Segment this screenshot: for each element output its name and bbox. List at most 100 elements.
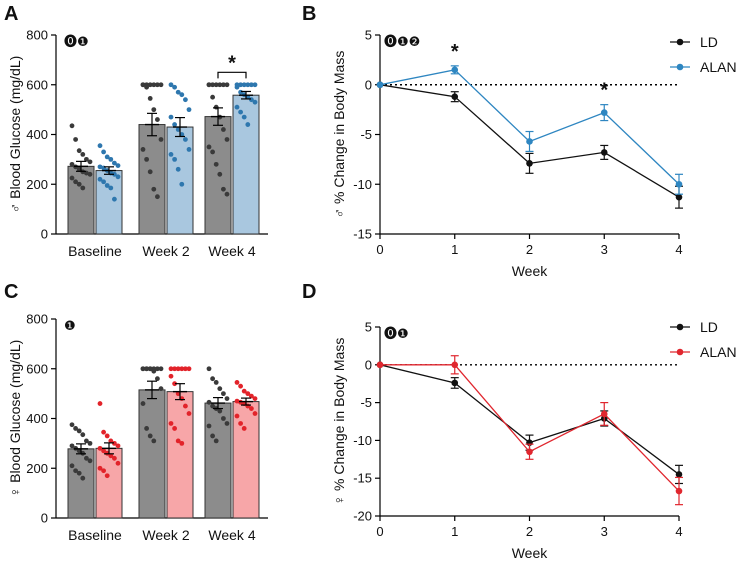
data-point [241,388,247,394]
data-point [210,433,216,439]
data-point [172,381,178,387]
data-point [245,82,251,88]
bar-ld [204,402,232,519]
y-tick-label: -20 [353,509,372,524]
data-point [183,366,188,372]
legend-label: LD [700,319,718,335]
bar-alan [166,126,194,235]
data-point [87,171,93,177]
data-point [186,147,192,152]
data-point [210,403,216,409]
x-axis-label: Week [512,545,549,561]
data-point [175,366,181,372]
panel-letter: C [4,281,18,303]
data-point [210,82,216,88]
data-point-alan [526,448,533,456]
data-point [76,470,82,476]
x-tick-label: 4 [675,242,682,257]
legend-label: LD [700,34,718,50]
data-point [238,82,244,88]
data-point [112,160,117,166]
data-point [206,82,212,88]
data-point [151,368,157,374]
data-point [168,82,174,88]
data-point [221,127,226,132]
data-point [69,123,75,129]
significance-bracket [217,71,247,79]
y-tick-label: 0 [41,227,48,242]
legend-marker [676,38,684,46]
x-tick-label: Baseline [68,243,122,259]
data-point [147,96,153,101]
panel-A: A 0 200 400 600 800♂ Blood Glucose (mg/dL) ⓿❶ B… [4,3,268,259]
x-tick-label: 0 [376,242,383,257]
data-point [221,82,226,88]
data-point [151,438,157,444]
data-point [234,84,240,90]
data-point [213,161,219,167]
data-point [249,82,254,88]
data-point [144,426,150,431]
data-point [87,458,93,464]
y-tick-label: 600 [26,77,48,92]
data-point [101,468,106,474]
data-point [172,156,178,162]
data-point [87,440,93,446]
data-point-ld [526,160,533,167]
data-point [97,465,103,471]
data-point [179,366,185,372]
data-point [175,438,181,444]
data-point [172,366,178,372]
data-point [224,82,230,88]
x-tick-label: 1 [451,242,458,257]
data-point [245,122,251,127]
significance-star: * [228,52,236,74]
data-point [186,107,192,113]
data-point [168,366,174,372]
significance-star: * [600,80,608,102]
data-point [144,84,150,90]
y-tick-label: 0 [365,357,372,372]
data-point [104,473,110,479]
data-point [224,396,230,401]
data-point [144,156,150,162]
data-point [108,438,114,444]
data-point [76,448,82,454]
x-tick-label: 2 [526,524,533,539]
data-point [151,82,157,88]
data-point [97,176,103,182]
data-point-ld [675,193,683,201]
data-point [224,191,230,197]
data-point [186,411,192,416]
data-point [80,475,86,481]
data-point [249,393,254,399]
data-point [101,179,106,185]
panel-letter: A [4,3,18,25]
data-point [183,137,188,142]
significance-star: * [451,41,459,63]
data-point [69,175,75,181]
y-tick-label: 800 [26,28,48,43]
data-point [241,82,247,88]
legend-label: ALAN [700,344,737,360]
data-point [76,166,82,172]
data-point-alan [376,361,384,369]
data-point [69,443,75,449]
data-point [168,152,174,157]
y-tick-label: 200 [26,461,48,476]
data-point [158,82,164,88]
data-point [115,460,121,466]
data-point [158,386,164,392]
data-point [112,455,117,461]
bar-alan [232,401,260,519]
x-tick-label: Baseline [68,527,122,543]
y-tick-label: -5 [360,127,372,142]
x-tick-label: Week 2 [142,527,189,543]
series-line-alan [380,364,680,492]
data-point [73,179,78,185]
data-point [112,196,117,202]
data-point [217,408,223,414]
data-point [147,366,153,372]
bar-alan [95,447,123,519]
data-point [168,421,174,426]
